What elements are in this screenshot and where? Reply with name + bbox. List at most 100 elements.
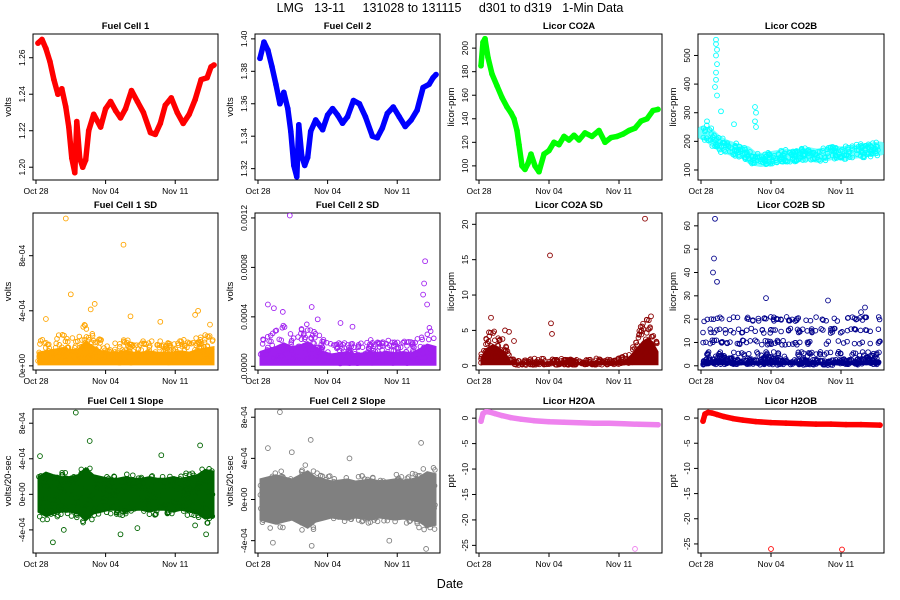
data-point	[165, 498, 172, 505]
outlier-point	[127, 313, 134, 320]
x-tick-label: Oct 28	[688, 376, 713, 386]
y-axis-label: licor-ppm	[668, 272, 679, 311]
x-tick-label: Nov 11	[162, 559, 189, 569]
data-point	[874, 152, 881, 159]
data-point	[38, 357, 45, 364]
y-tick-label: -25	[682, 538, 692, 551]
data-point	[59, 85, 65, 92]
data-point	[808, 327, 815, 334]
data-point	[755, 360, 761, 367]
data-point	[112, 107, 119, 114]
y-tick-label: 1.40	[239, 30, 249, 47]
data-point	[280, 498, 287, 505]
data-point	[370, 475, 376, 481]
data-layer	[257, 409, 438, 552]
data-point	[184, 344, 190, 351]
data-point	[775, 339, 782, 345]
data-point	[839, 356, 845, 363]
data-point	[47, 486, 53, 493]
data-point	[556, 141, 562, 148]
data-point	[580, 360, 586, 366]
data-point	[421, 498, 427, 504]
data-point	[267, 525, 273, 531]
data-point	[130, 487, 137, 494]
outlier-point	[67, 291, 74, 298]
data-point	[708, 125, 715, 131]
data-point	[346, 481, 353, 487]
data-point	[546, 147, 552, 154]
data-point	[860, 352, 867, 358]
data-point	[568, 356, 574, 363]
data-point	[157, 477, 163, 484]
data-point	[72, 343, 79, 349]
data-point	[409, 470, 416, 477]
data-point	[138, 494, 145, 501]
y-axis-label: volts	[225, 97, 236, 117]
y-tick-label: 20	[682, 314, 692, 324]
data-point	[377, 479, 383, 486]
data-point	[722, 326, 728, 333]
data-point	[421, 502, 428, 508]
y-tick-label: -4e-04	[239, 528, 249, 553]
data-point	[310, 340, 316, 346]
data-point	[650, 107, 656, 114]
data-point	[62, 358, 68, 365]
data-point	[495, 343, 502, 349]
data-point	[272, 480, 278, 486]
data-point	[112, 340, 118, 346]
data-point	[262, 350, 269, 357]
data-point	[420, 466, 427, 472]
data-point	[352, 351, 358, 357]
data-point	[739, 337, 746, 344]
data-point	[747, 338, 753, 344]
data-point	[703, 339, 709, 345]
data-point	[68, 492, 75, 498]
y-tick-label: 0	[460, 416, 470, 421]
data-point	[346, 360, 353, 366]
data-point	[504, 104, 510, 110]
data-point	[257, 492, 264, 498]
data-point	[391, 353, 398, 359]
data-point	[867, 153, 874, 160]
y-tick-label: 1.36	[239, 95, 249, 112]
data-point	[491, 328, 497, 335]
data-point	[840, 340, 847, 346]
data-point	[396, 113, 403, 120]
data-point	[195, 489, 202, 496]
data-point	[281, 356, 287, 362]
data-point	[56, 358, 63, 364]
data-point	[325, 349, 331, 355]
data-point	[626, 127, 632, 134]
data-point	[380, 340, 386, 347]
data-point	[152, 131, 159, 138]
data-point	[93, 346, 99, 352]
data-point	[381, 517, 387, 524]
data-point	[811, 359, 817, 366]
data-point	[403, 348, 409, 355]
data-point	[54, 474, 60, 481]
data-point	[655, 106, 661, 113]
data-point	[413, 486, 420, 492]
data-point	[141, 340, 147, 347]
data-point	[528, 151, 534, 157]
data-point	[397, 478, 404, 484]
data-point	[174, 109, 181, 116]
data-point	[162, 102, 169, 108]
data-point	[704, 360, 711, 366]
data-point	[803, 317, 809, 323]
data-point	[414, 520, 420, 527]
outlier-point	[50, 539, 56, 546]
data-point	[367, 519, 374, 525]
data-point	[367, 337, 374, 343]
data-point	[89, 332, 96, 339]
data-point	[172, 500, 178, 506]
outlier-point	[768, 546, 774, 552]
plot-frame	[254, 408, 441, 554]
data-point	[103, 509, 110, 516]
data-point	[561, 133, 567, 140]
data-point	[478, 62, 484, 69]
x-tick-label: Nov 11	[828, 376, 855, 386]
data-point	[874, 361, 880, 368]
data-point	[867, 328, 873, 335]
data-point	[424, 489, 431, 495]
